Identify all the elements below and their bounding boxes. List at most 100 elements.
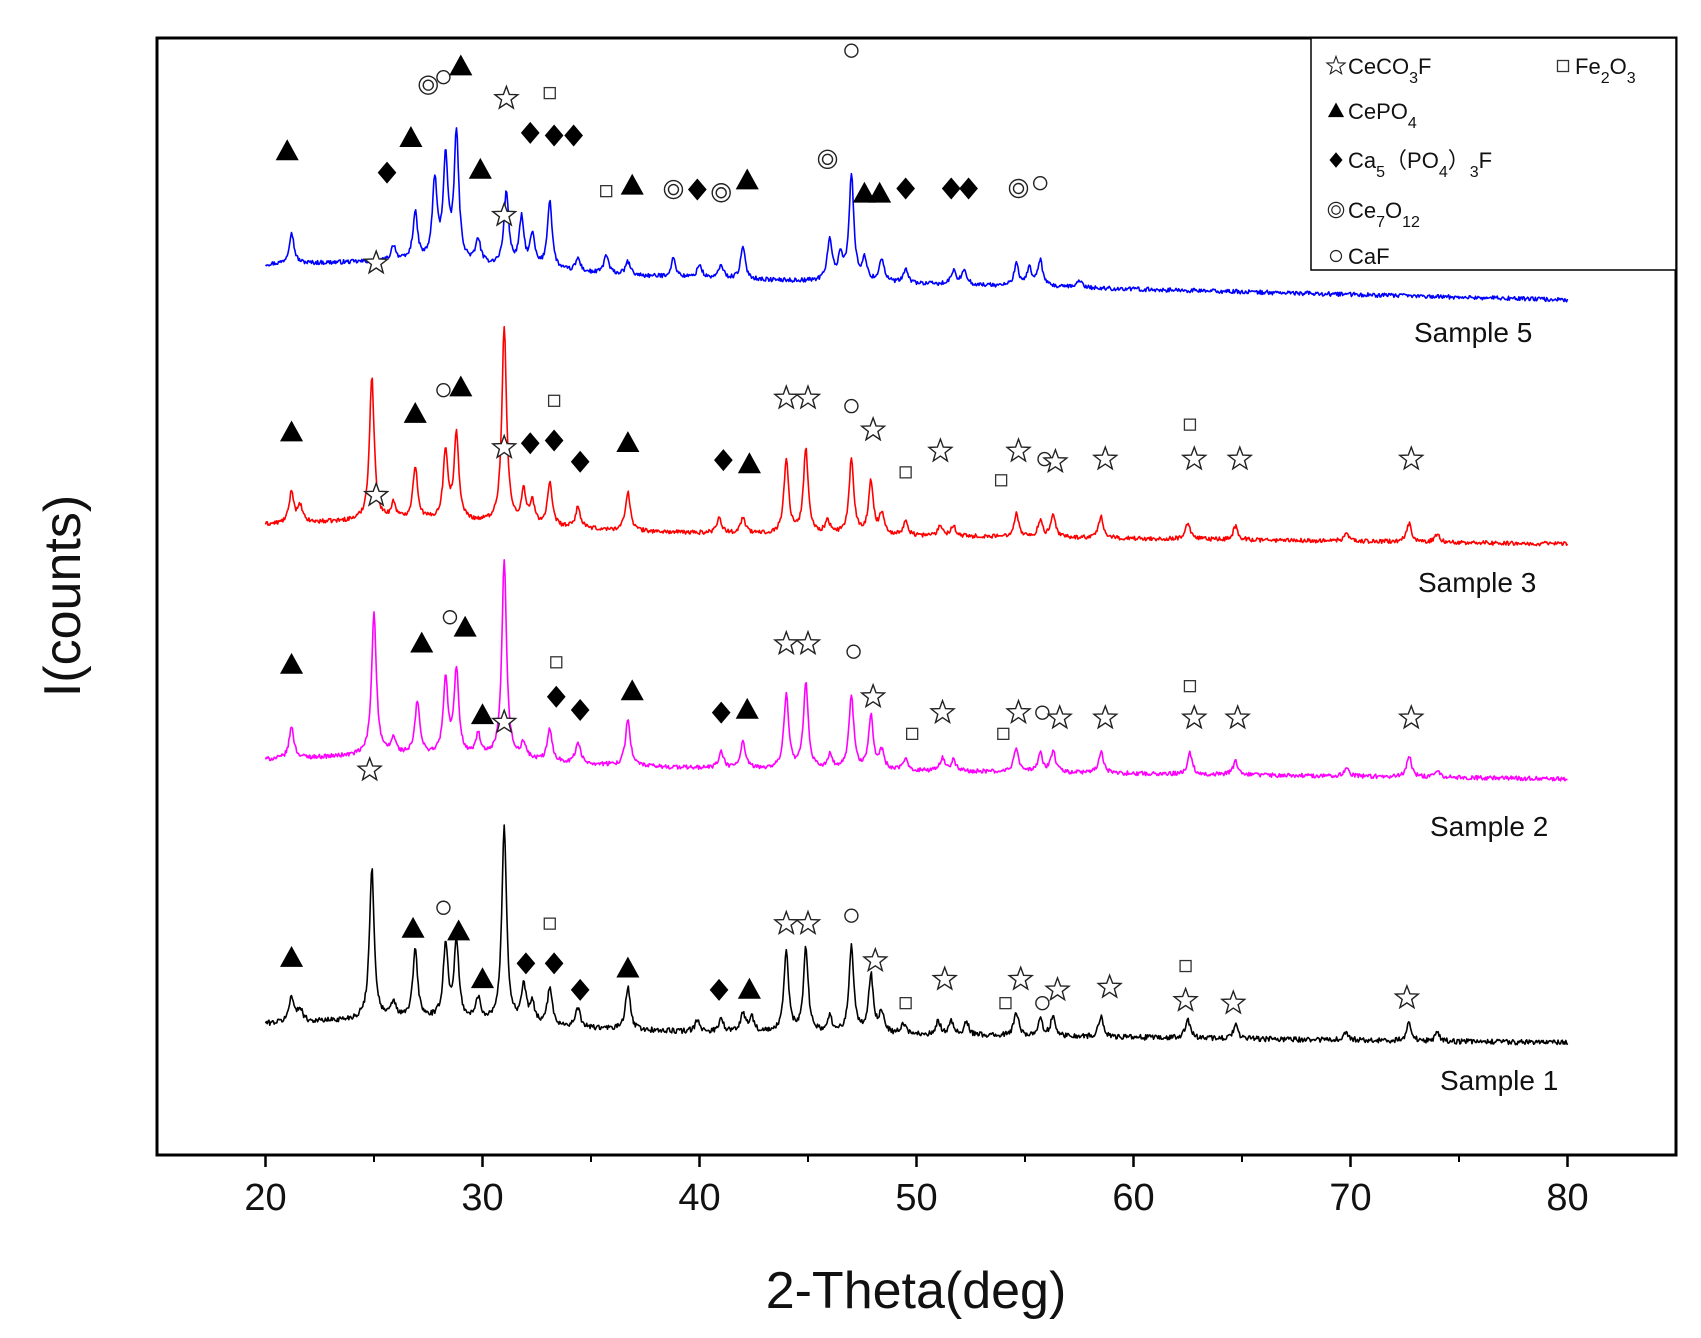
open-square-marker: [899, 466, 912, 479]
open-star-marker: [794, 909, 822, 936]
filled-triangle-marker: [616, 431, 640, 452]
legend-entry-open-square: Fe2O3: [1556, 54, 1636, 87]
sample-label-sample-1: Sample 1: [1440, 1065, 1558, 1096]
legend: CeCO3F Fe2O3 CePO4 Ca5（PO4）3F Ce7O12 CaF: [1310, 37, 1677, 271]
x-tick-label: 50: [895, 1177, 937, 1219]
open-square-marker: [1183, 680, 1197, 693]
double-circle-icon: [1327, 201, 1345, 219]
series-sample-3: [264, 325, 1569, 547]
double-circle-marker: [711, 183, 731, 203]
open-circle-marker: [1035, 705, 1050, 720]
filled-diamond-marker: [544, 952, 564, 975]
filled-diamond-marker: [714, 449, 733, 472]
filled-diamond-marker: [941, 177, 961, 200]
sample-labels: Sample 5 Sample 3 Sample 2 Sample 1: [1414, 317, 1558, 1096]
open-circle-marker: [844, 43, 859, 58]
legend-label: CaF: [1348, 244, 1390, 269]
filled-triangle-marker: [468, 157, 492, 179]
open-star-marker: [1219, 989, 1247, 1015]
open-star-marker: [859, 415, 887, 442]
filled-triangle-marker: [868, 181, 892, 203]
filled-triangle-marker: [399, 126, 423, 147]
open-star-marker: [772, 629, 800, 656]
markers-sample-5: [275, 43, 1048, 203]
open-star-marker: [1091, 445, 1119, 471]
open-circle-marker: [1035, 995, 1050, 1011]
filled-diamond-marker: [709, 978, 729, 1001]
series-layer: [264, 127, 1569, 1046]
filled-triangle-marker: [403, 401, 427, 423]
open-star-marker: [362, 481, 390, 507]
open-circle-marker: [436, 383, 451, 398]
open-star-marker: [931, 965, 959, 991]
filled-triangle-marker: [620, 679, 644, 701]
filled-diamond-marker: [570, 450, 590, 473]
markers-sample-3: [279, 201, 1425, 487]
open-star-marker: [861, 946, 889, 973]
open-circle-marker: [1032, 175, 1048, 191]
legend-items: CeCO3F Fe2O3 CePO4 Ca5（PO4）3F Ce7O12 CaF: [1325, 54, 1636, 269]
filled-triangle-marker: [279, 652, 304, 674]
open-star-marker: [927, 437, 954, 463]
open-circle-marker: [846, 644, 861, 659]
open-star-marker: [1226, 445, 1254, 471]
open-square-marker: [543, 917, 556, 930]
open-star-marker: [1005, 437, 1032, 463]
filled-diamond-marker: [570, 978, 590, 1001]
filled-triangle-marker: [449, 54, 473, 76]
open-star-marker: [1044, 975, 1071, 1002]
filled-triangle-marker: [616, 956, 640, 978]
open-star-marker: [772, 909, 800, 936]
open-circle-icon: [1329, 249, 1343, 263]
marker-layer: [275, 43, 1425, 1015]
filled-diamond-marker: [896, 177, 915, 200]
sample-label-sample-5: Sample 5: [1414, 317, 1532, 348]
filled-triangle-marker: [470, 703, 495, 725]
filled-triangle-icon: [1327, 102, 1345, 118]
legend-entry-filled-diamond: Ca5（PO4）3F: [1329, 148, 1492, 181]
legend-entry-double-circle: Ce7O12: [1327, 198, 1420, 231]
open-star-marker: [1172, 986, 1199, 1012]
open-star-marker: [1046, 703, 1074, 730]
open-square-marker: [600, 184, 613, 198]
open-square-marker: [899, 997, 912, 1010]
open-star-marker: [490, 433, 518, 460]
open-square-marker: [1183, 418, 1197, 431]
filled-triangle-marker: [735, 697, 759, 719]
double-circle-marker: [663, 179, 684, 200]
filled-diamond-marker: [546, 685, 566, 708]
filled-diamond-marker: [570, 699, 590, 721]
y-axis-title: I(counts): [34, 495, 92, 697]
open-star-marker: [1180, 445, 1208, 471]
open-square-marker: [994, 474, 1008, 487]
filled-diamond-marker: [711, 701, 731, 724]
filled-triangle-marker: [447, 919, 471, 941]
filled-triangle-marker: [735, 168, 759, 190]
open-star-marker: [1393, 983, 1421, 1010]
sample-label-sample-2: Sample 2: [1430, 811, 1548, 842]
filled-diamond-marker: [520, 432, 540, 455]
open-star-marker: [859, 682, 887, 709]
open-square-marker: [547, 394, 561, 407]
markers-sample-1: [279, 708, 1421, 1015]
filled-diamond-marker: [544, 124, 564, 147]
open-star-marker: [1042, 447, 1069, 474]
open-circle-marker: [844, 398, 859, 414]
filled-diamond-marker: [520, 121, 540, 144]
sample-label-sample-3: Sample 3: [1418, 567, 1536, 598]
open-square-marker: [1179, 959, 1192, 973]
legend-entry-open-star: CeCO3F: [1325, 54, 1431, 87]
open-star-marker: [1096, 973, 1123, 999]
filled-triangle-marker: [470, 967, 495, 989]
legend-label: CePO4: [1348, 99, 1417, 132]
open-star-marker: [794, 384, 822, 410]
open-star-marker: [490, 201, 518, 227]
markers-sample-2: [279, 433, 1425, 740]
legend-entry-open-circle: CaF: [1329, 244, 1390, 269]
open-star-marker: [772, 384, 800, 410]
filled-triangle-marker: [620, 173, 644, 195]
double-circle-marker: [817, 149, 838, 170]
filled-triangle-marker: [279, 946, 304, 967]
x-tick-label: 40: [678, 1177, 720, 1219]
